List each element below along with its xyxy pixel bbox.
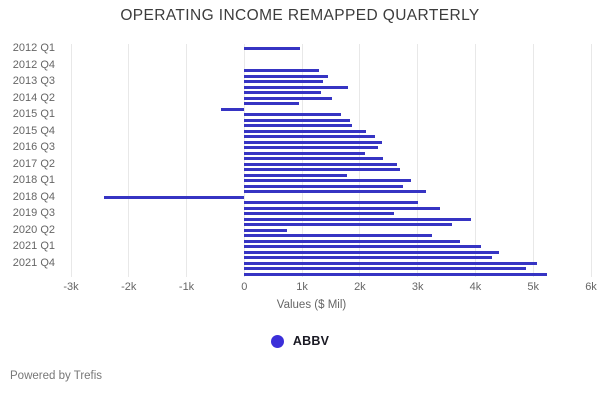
- y-tick-label: 2012 Q4: [12, 58, 55, 71]
- y-tick-label: 2017 Q2: [12, 157, 55, 170]
- gridline: [186, 44, 188, 277]
- y-tick-label: 2016 Q3: [12, 141, 55, 154]
- gridline: [417, 44, 419, 277]
- bar: [244, 217, 472, 221]
- bar: [244, 261, 537, 265]
- bar: [244, 179, 411, 183]
- bar: [244, 201, 418, 205]
- bar: [244, 250, 500, 254]
- legend-dot-icon: [270, 334, 284, 348]
- x-tick-label: 0: [241, 281, 248, 293]
- y-tick-label: 2018 Q1: [12, 174, 55, 187]
- bar: [244, 135, 376, 139]
- legend-label: ABBV: [292, 334, 330, 348]
- bar: [244, 96, 332, 100]
- bar: [221, 107, 245, 111]
- bar: [244, 129, 367, 133]
- bar: [244, 267, 526, 271]
- bar: [103, 195, 245, 199]
- bar: [244, 184, 404, 188]
- bar: [244, 74, 329, 78]
- bar: [244, 157, 383, 161]
- bar: [244, 173, 347, 177]
- x-tick-label: 1k: [296, 281, 308, 293]
- gridline: [128, 44, 130, 277]
- x-tick-label: 2k: [354, 281, 366, 293]
- bar: [244, 80, 323, 84]
- bar: [244, 168, 400, 172]
- legend-item-abbv[interactable]: ABBV: [0, 334, 600, 348]
- x-tick-label: -3k: [63, 281, 79, 293]
- y-tick-label: 2018 Q4: [12, 190, 55, 203]
- bar: [244, 91, 322, 95]
- y-tick-label: 2020 Q2: [12, 223, 55, 236]
- bar: [244, 162, 398, 166]
- x-tick-label: 6k: [585, 281, 597, 293]
- bar: [244, 190, 426, 194]
- gridline: [532, 44, 534, 277]
- y-tick-label: 2021 Q1: [12, 240, 55, 253]
- bar: [244, 228, 288, 232]
- x-tick-label: -2k: [121, 281, 137, 293]
- y-tick-label: 2019 Q3: [12, 207, 55, 220]
- bar: [244, 118, 350, 122]
- y-tick-label: 2013 Q3: [12, 75, 55, 88]
- x-tick-label: 5k: [527, 281, 540, 293]
- bar: [244, 239, 461, 243]
- x-axis-title: Values ($ Mil): [276, 299, 347, 311]
- y-tick-label: 2015 Q1: [12, 108, 55, 121]
- gridline: [590, 44, 592, 277]
- x-tick-label: 3k: [411, 281, 424, 293]
- gridline: [243, 44, 245, 277]
- bar: [244, 85, 349, 89]
- bar: [244, 124, 353, 128]
- bar: [244, 113, 342, 117]
- bar: [244, 47, 301, 51]
- bar: [244, 212, 394, 216]
- chart-title: OPERATING INCOME REMAPPED QUARTERLY: [120, 7, 480, 24]
- bar: [244, 245, 481, 249]
- bar: [244, 146, 379, 150]
- x-tick-label: -1k: [178, 281, 195, 293]
- y-tick-label: 2012 Q1: [12, 42, 55, 55]
- bar: [244, 272, 548, 276]
- gridline: [301, 44, 303, 277]
- y-tick-label: 2021 Q4: [12, 256, 55, 269]
- y-tick-label: 2014 Q2: [12, 91, 55, 104]
- powered-by-trefis-link[interactable]: Powered by Trefis: [10, 370, 103, 382]
- bar: [244, 102, 300, 106]
- y-tick-label: 2015 Q4: [12, 124, 55, 137]
- x-tick-label: 4k: [469, 281, 482, 293]
- bar: [244, 140, 382, 144]
- bar: [244, 206, 440, 210]
- bar: [244, 223, 452, 227]
- gridline: [359, 44, 361, 277]
- gridline: [474, 44, 476, 277]
- gridline: [70, 44, 72, 277]
- bar: [244, 234, 433, 238]
- bar: [244, 256, 493, 260]
- bar: [244, 151, 365, 155]
- bar: [244, 69, 320, 73]
